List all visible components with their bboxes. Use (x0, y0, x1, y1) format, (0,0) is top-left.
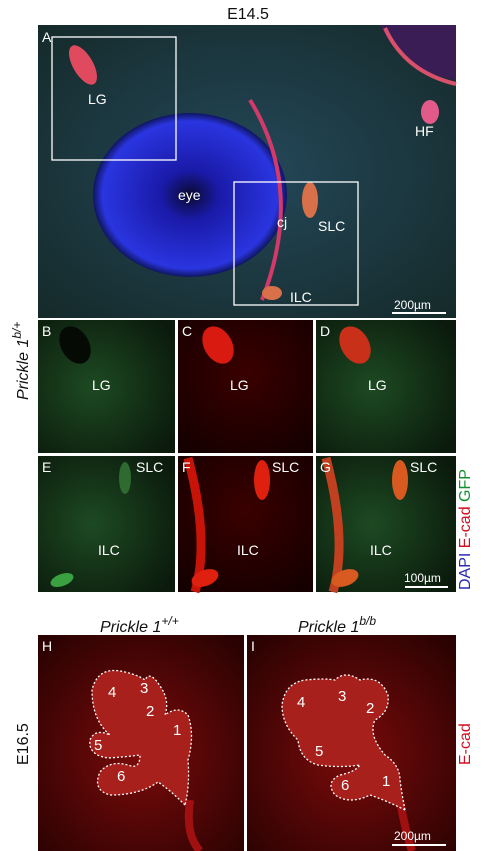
region-label: ILC (237, 542, 259, 558)
genotype-label: Prickle 1b/b (298, 614, 376, 636)
region-label: LG (230, 377, 249, 393)
region-label: SLC (272, 459, 299, 475)
panel-h: H 4 3 2 1 5 6 (38, 635, 244, 851)
panel-f: F SLC ILC (178, 456, 313, 594)
panel-letter: H (42, 638, 52, 654)
panel-letter: D (320, 323, 330, 339)
region-label: ILC (290, 289, 312, 305)
panel-letter: F (182, 459, 191, 475)
lobe-label: 6 (117, 768, 125, 785)
channel: GFP (457, 469, 474, 502)
lobe-label: 5 (315, 743, 323, 760)
allele: b/b (359, 614, 376, 628)
genotype-label: Prickle 1b/+ (10, 322, 32, 400)
lobe-label: 6 (341, 777, 349, 794)
channel-legend: DAPI E-cad GFP (457, 469, 474, 590)
panel-g: G SLC ILC 100µm (316, 456, 456, 594)
channel: DAPI (457, 553, 474, 590)
lobe-label: 3 (140, 680, 148, 697)
region-label: cj (277, 214, 287, 230)
panel-b: B LG (38, 320, 175, 453)
scale-label: 200µm (394, 298, 431, 312)
lobe-label: 5 (94, 737, 102, 754)
region-label: LG (368, 377, 387, 393)
lobe-label: 1 (382, 773, 390, 790)
stage-label: E14.5 (227, 6, 269, 23)
region-label: SLC (136, 459, 163, 475)
panel-i: I 4 3 2 1 5 6 200µm (247, 635, 456, 851)
region-label: LG (88, 91, 107, 107)
region-label: eye (178, 187, 201, 203)
panel-e: E SLC ILC (38, 456, 175, 592)
panel-c: C LG (178, 320, 313, 453)
panel-letter: A (42, 29, 52, 45)
channel: E-cad (457, 506, 474, 548)
panel-letter: G (320, 459, 331, 475)
panel-letter: I (251, 638, 255, 654)
allele: +/+ (161, 614, 178, 628)
genotype-label: Prickle 1+/+ (100, 614, 179, 636)
scale-label: 200µm (394, 829, 431, 843)
lobe-label: 3 (338, 688, 346, 705)
region-label: HF (415, 123, 434, 139)
channel-label: E-cad (457, 723, 474, 765)
gene: Prickle 1 (298, 619, 359, 636)
lobe-label: 2 (146, 703, 154, 720)
stage-label: E16.5 (15, 723, 32, 765)
panel-a: A LG HF eye cj SLC ILC 200µm (38, 25, 457, 318)
region-label: SLC (318, 218, 345, 234)
panel-letter: C (182, 323, 192, 339)
panel-d: D LG (316, 320, 456, 453)
lobe-label: 4 (108, 684, 116, 701)
panel-letter: E (42, 459, 51, 475)
gene: Prickle 1 (15, 339, 32, 400)
gene: Prickle 1 (100, 619, 161, 636)
lobe-label: 4 (297, 694, 305, 711)
panel-letter: B (42, 323, 51, 339)
region-label: ILC (370, 542, 392, 558)
allele: b/+ (10, 322, 24, 339)
region-label: ILC (98, 542, 120, 558)
lobe-label: 1 (173, 722, 181, 739)
lobe-label: 2 (366, 700, 374, 717)
scale-label: 100µm (404, 571, 441, 585)
region-label: SLC (410, 459, 437, 475)
region-label: LG (92, 377, 111, 393)
